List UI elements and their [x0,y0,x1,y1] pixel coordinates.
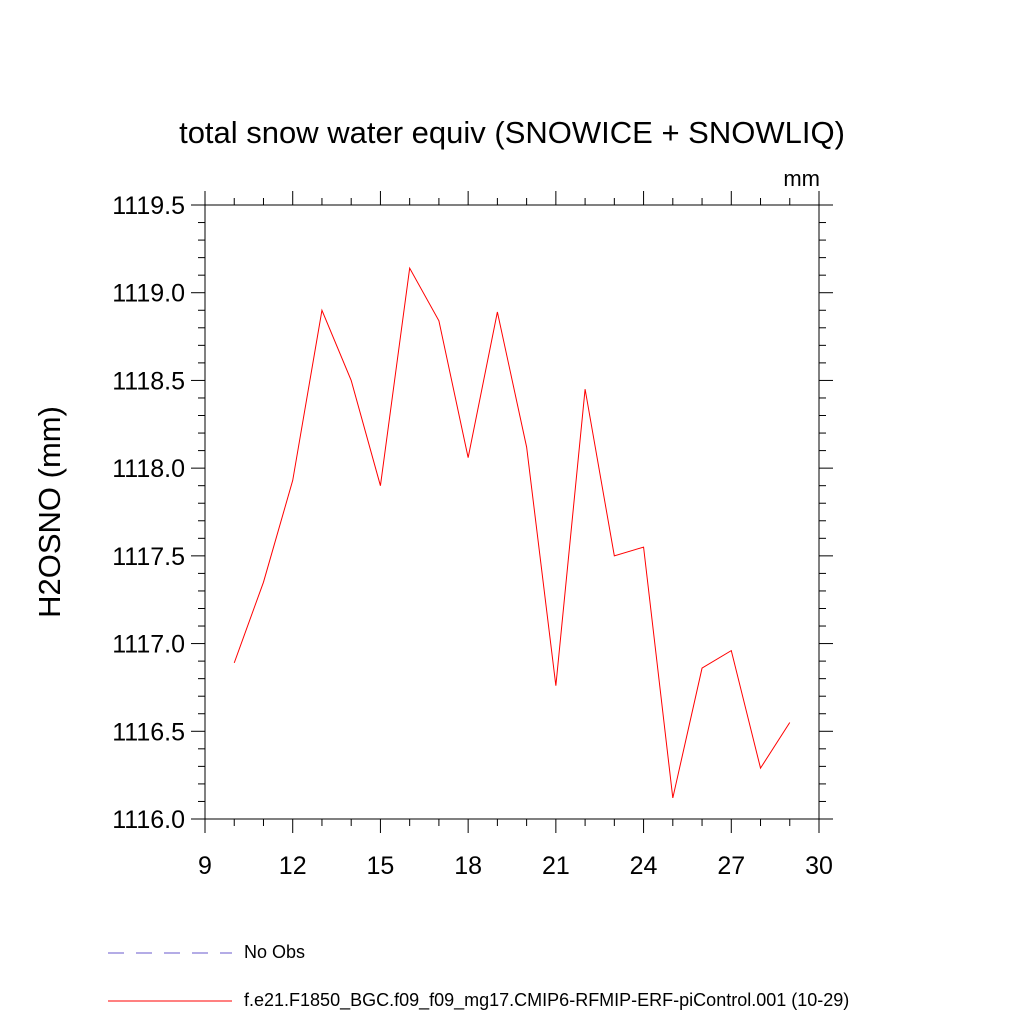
y-tick-label: 1117.0 [112,631,185,659]
y-tick-label: 1118.0 [112,455,185,483]
x-tick-label: 12 [279,852,307,880]
x-tick-labels: 9 12 15 18 21 24 27 30 [198,852,833,880]
chart-title: total snow water equiv (SNOWICE + SNOWLI… [179,115,845,150]
x-tick-label: 9 [198,852,212,880]
major-ticks [191,191,833,833]
x-tick-label: 18 [454,852,482,880]
legend-label-no-obs: No Obs [244,942,306,962]
x-tick-label: 27 [717,852,745,880]
x-tick-label: 21 [542,852,570,880]
plot-frame [204,204,820,820]
series-group [233,266,791,799]
legend-label-series: f.e21.F1850_BGC.f09_f09_mg17.CMIP6-RFMIP… [244,990,850,1010]
y-tick-label: 1119.5 [112,192,185,220]
y-tick-label: 1117.5 [112,543,185,571]
y-tick-label: 1119.0 [112,280,185,308]
y-tick-label: 1116.0 [112,806,185,834]
y-axis-label: H2OSNO (mm) [32,406,67,618]
y-tick-label: 1118.5 [112,367,185,395]
x-tick-label: 30 [805,852,833,880]
x-tick-label: 24 [630,852,658,880]
y-tick-labels: 1116.0 1116.5 1117.0 1117.5 1118.0 1118.5 1119… [112,192,185,834]
minor-ticks [198,198,826,826]
units-label: mm [783,166,820,191]
legend-lines [108,952,232,1002]
x-tick-label: 15 [367,852,395,880]
y-tick-label: 1116.5 [112,718,185,746]
series-line [233,266,791,799]
